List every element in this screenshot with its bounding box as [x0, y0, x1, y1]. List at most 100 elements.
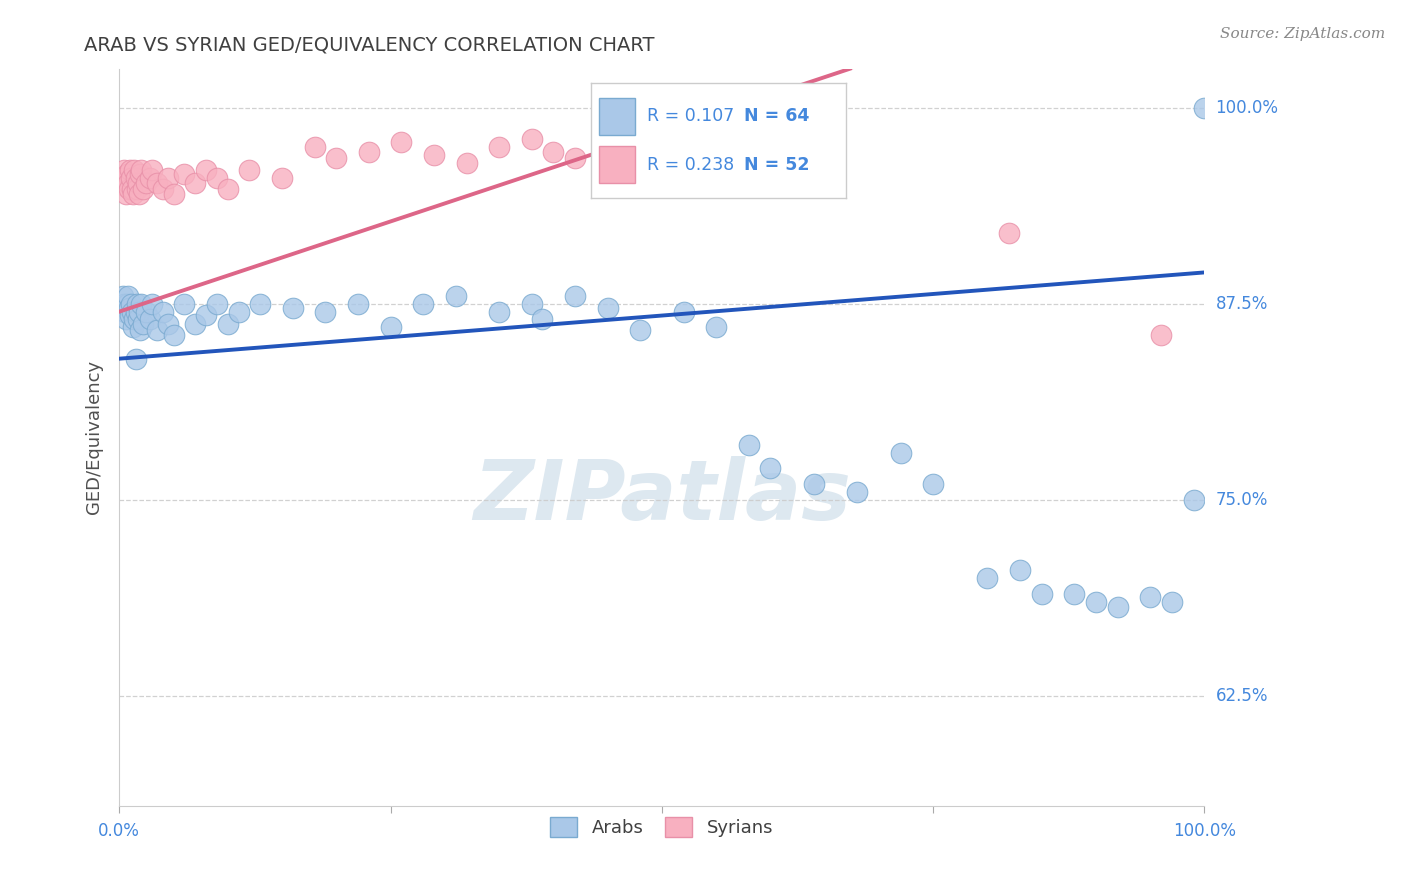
- Point: [146, 323, 169, 337]
- Point: [128, 304, 150, 318]
- Point: [347, 297, 370, 311]
- Point: [114, 186, 136, 201]
- Point: [456, 155, 478, 169]
- Point: [118, 301, 141, 316]
- Point: [531, 312, 554, 326]
- Point: [1160, 595, 1182, 609]
- Point: [184, 317, 207, 331]
- Point: [146, 176, 169, 190]
- Point: [737, 145, 759, 159]
- Point: [122, 320, 145, 334]
- Point: [124, 312, 146, 326]
- Point: [1139, 590, 1161, 604]
- Point: [716, 132, 738, 146]
- Point: [128, 323, 150, 337]
- Point: [846, 485, 869, 500]
- Point: [112, 163, 135, 178]
- Point: [125, 182, 148, 196]
- Point: [132, 317, 155, 331]
- Point: [281, 301, 304, 316]
- Point: [564, 151, 586, 165]
- Point: [1150, 328, 1173, 343]
- Point: [1031, 587, 1053, 601]
- Point: [803, 477, 825, 491]
- Point: [135, 176, 157, 190]
- Text: 100.0%: 100.0%: [1173, 822, 1236, 840]
- Point: [890, 446, 912, 460]
- Point: [157, 317, 180, 331]
- Point: [118, 182, 141, 196]
- Point: [132, 182, 155, 196]
- Point: [128, 186, 150, 201]
- Point: [695, 135, 717, 149]
- Point: [184, 176, 207, 190]
- Point: [152, 182, 174, 196]
- Y-axis label: GED/Equivalency: GED/Equivalency: [86, 360, 103, 514]
- Point: [520, 297, 543, 311]
- Point: [1008, 563, 1031, 577]
- Point: [205, 171, 228, 186]
- Point: [628, 148, 651, 162]
- Point: [1084, 595, 1107, 609]
- Point: [114, 312, 136, 326]
- Point: [120, 297, 142, 311]
- Point: [141, 163, 163, 178]
- Point: [249, 297, 271, 311]
- Point: [325, 151, 347, 165]
- Point: [122, 186, 145, 201]
- Point: [115, 297, 138, 311]
- Point: [162, 328, 184, 343]
- Point: [120, 308, 142, 322]
- Point: [737, 438, 759, 452]
- Point: [152, 304, 174, 318]
- Point: [1063, 587, 1085, 601]
- Point: [271, 171, 294, 186]
- Point: [998, 226, 1021, 240]
- Point: [111, 289, 134, 303]
- Point: [195, 163, 218, 178]
- Point: [115, 167, 138, 181]
- Point: [488, 140, 510, 154]
- Point: [162, 186, 184, 201]
- Point: [135, 304, 157, 318]
- Point: [228, 304, 250, 318]
- Point: [117, 289, 139, 303]
- Point: [357, 145, 380, 159]
- Point: [120, 163, 142, 178]
- Point: [195, 308, 218, 322]
- Point: [596, 140, 619, 154]
- Point: [412, 297, 434, 311]
- Point: [314, 304, 336, 318]
- Point: [423, 148, 446, 162]
- Text: Source: ZipAtlas.com: Source: ZipAtlas.com: [1219, 27, 1385, 41]
- Point: [704, 320, 727, 334]
- Point: [125, 297, 148, 311]
- Point: [129, 163, 152, 178]
- Point: [1194, 101, 1216, 115]
- Point: [120, 171, 142, 186]
- Text: 87.5%: 87.5%: [1216, 294, 1268, 313]
- Point: [128, 167, 150, 181]
- Point: [444, 289, 467, 303]
- Point: [488, 304, 510, 318]
- Point: [205, 297, 228, 311]
- Text: 62.5%: 62.5%: [1216, 687, 1268, 705]
- Point: [238, 163, 260, 178]
- Point: [127, 312, 149, 326]
- Point: [759, 461, 782, 475]
- Point: [543, 145, 565, 159]
- Point: [596, 301, 619, 316]
- Point: [564, 289, 586, 303]
- Point: [117, 176, 139, 190]
- Point: [217, 317, 239, 331]
- Legend: Arabs, Syrians: Arabs, Syrians: [543, 809, 780, 845]
- Point: [129, 297, 152, 311]
- Text: 75.0%: 75.0%: [1216, 491, 1268, 508]
- Point: [173, 297, 195, 311]
- Point: [124, 171, 146, 186]
- Point: [976, 571, 998, 585]
- Point: [114, 304, 136, 318]
- Point: [114, 179, 136, 194]
- Point: [124, 163, 146, 178]
- Point: [1107, 599, 1129, 614]
